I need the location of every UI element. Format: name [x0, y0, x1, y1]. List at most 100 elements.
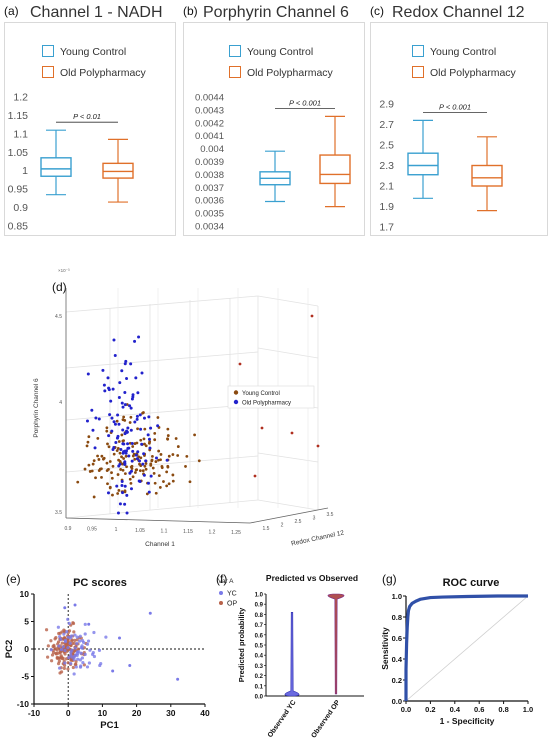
data-point-yc: [104, 635, 108, 639]
data-point-young: [148, 446, 152, 450]
data-point-old: [144, 444, 148, 448]
data-point-young: [130, 459, 134, 463]
data-point-young: [141, 462, 145, 466]
data-point-young: [138, 479, 142, 483]
data-point-old: [116, 492, 120, 495]
legend-marker-young: [233, 390, 239, 395]
data-point-young: [140, 442, 144, 446]
data-point-old: [188, 480, 192, 484]
z-tick-label: 3: [313, 516, 316, 522]
data-point-young: [135, 414, 139, 418]
data-point-yc: [118, 636, 121, 640]
data-point-old: [153, 431, 157, 435]
data-point-yc: [78, 634, 82, 638]
data-point-old: [105, 461, 109, 465]
y-tick-label: 0.85: [8, 221, 29, 233]
data-point-op: [66, 667, 70, 671]
data-point-young: [127, 446, 131, 450]
data-point-young: [130, 397, 134, 401]
x-axis-line: [65, 517, 251, 524]
y-tick-label: 0.2: [255, 674, 264, 680]
legend-young-b: Young Control: [229, 45, 313, 58]
data-point-young: [129, 487, 133, 491]
y-tick-label: 0.4: [392, 655, 403, 664]
y-tick-label: 0.0042: [195, 118, 224, 129]
data-point-old: [87, 435, 91, 439]
data-point-yc: [80, 639, 85, 643]
data-point-yc: [73, 633, 77, 637]
data-point-young: [116, 511, 120, 515]
data-point-old: [131, 445, 135, 448]
y-tick-label: 10: [20, 589, 30, 599]
data-point-yc: [83, 622, 87, 626]
data-point-old: [153, 438, 157, 442]
y-tick-label: 0: [24, 644, 29, 654]
x-axis-title: Channel 1: [145, 541, 175, 548]
x-tick-label: 0.0: [401, 705, 411, 714]
data-point-old: [131, 454, 135, 458]
data-point-young: [117, 396, 121, 400]
data-point-outlier: [260, 426, 264, 430]
data-point-young: [90, 408, 94, 412]
data-point-yc: [67, 621, 71, 625]
panel-label-a: (a): [4, 4, 19, 18]
data-point-yc: [66, 646, 70, 650]
data-point-young: [123, 391, 127, 395]
data-point-old: [136, 427, 139, 431]
x-tick-label: 0.95: [87, 527, 97, 533]
data-point-young: [142, 416, 146, 420]
data-point-op: [54, 636, 58, 640]
x-tick-label: Observed YC: [267, 699, 298, 739]
data-point-yc: [176, 677, 180, 681]
legend-label-young: Young Control: [247, 46, 314, 58]
x-tick-label: 0.4: [450, 705, 461, 714]
x-tick-label: Observed OP: [310, 699, 341, 740]
data-point-young: [112, 420, 116, 424]
data-point-old: [166, 427, 170, 431]
legend-label-op: OP: [227, 601, 237, 608]
data-point-yc: [63, 661, 67, 665]
y-tick-label: 1.7: [379, 222, 394, 234]
data-point-young: [128, 404, 132, 408]
data-point-young: [109, 399, 113, 403]
data-point-old: [100, 475, 103, 479]
box-iqr: [40, 157, 72, 177]
data-point-old: [129, 482, 133, 485]
y-tick-label: 0.7: [255, 623, 264, 629]
roc-curve: [404, 594, 528, 701]
data-point-old: [176, 454, 180, 457]
data-point-old: [123, 489, 127, 493]
x-tick-label: 1.25: [231, 530, 241, 536]
data-point-op: [46, 644, 50, 648]
data-point-yc: [68, 641, 72, 645]
data-point-young: [107, 388, 111, 392]
data-point-young: [129, 406, 133, 410]
panel-label-f: (f): [216, 572, 228, 586]
legend-old-b: Old Polypharmacy: [229, 66, 333, 79]
p-value-label: P < 0.01: [73, 112, 101, 121]
z-tick-label: 1.5: [263, 526, 270, 532]
data-point-young: [140, 371, 144, 375]
data-point-old: [120, 455, 123, 459]
data-point-young: [123, 403, 127, 407]
y-tick-label: 0.2: [392, 676, 402, 685]
data-point-old: [108, 460, 112, 463]
data-point-op: [73, 649, 77, 653]
data-point-old: [154, 491, 158, 495]
data-point-op: [75, 638, 79, 642]
data-point-old: [96, 454, 99, 458]
data-point-old: [125, 465, 128, 469]
data-point-old: [149, 463, 153, 467]
data-point-young: [147, 490, 151, 494]
x-tick-label: 30: [166, 708, 176, 718]
data-point-op: [73, 662, 77, 667]
data-point-young: [136, 391, 140, 395]
data-point-op: [71, 621, 75, 625]
y-tick-label: 1.05: [8, 147, 29, 159]
data-point-old: [100, 454, 104, 458]
pc-scores-chart: PC scores -10 0 10 20 30 40 10 5 0 -5 -10 PC1 PC2: [4, 577, 210, 731]
data-point-old: [91, 462, 95, 466]
chart-title-c: Redox Channel 12: [392, 4, 525, 21]
y-tick-label: 0.0041: [195, 131, 224, 142]
